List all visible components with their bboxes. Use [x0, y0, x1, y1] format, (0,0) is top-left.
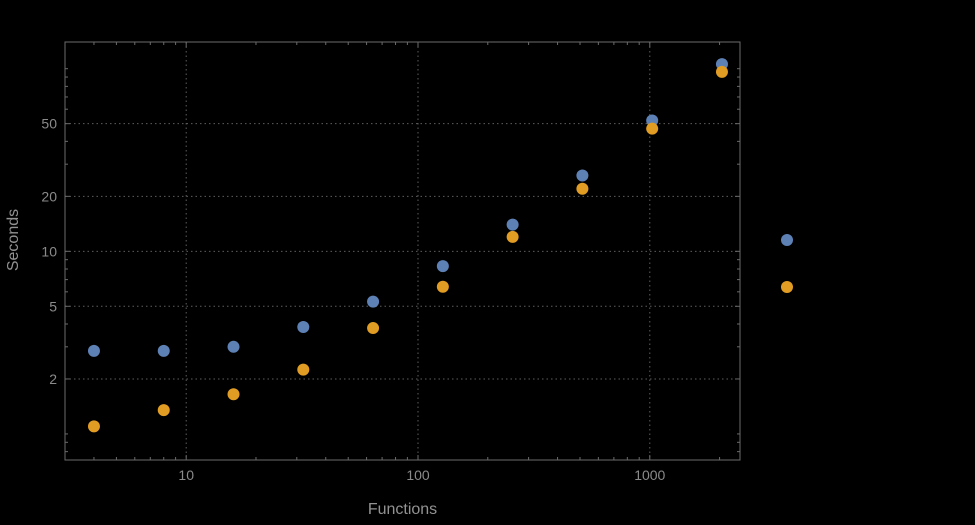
data-point: [297, 363, 310, 376]
y-tick-label: 10: [41, 243, 57, 259]
x-tick-label: 1000: [634, 467, 665, 483]
y-axis-label: Seconds: [5, 208, 22, 272]
x-axis-label: Functions: [367, 501, 438, 518]
data-point: [436, 260, 449, 273]
y-tick-label: 5: [49, 298, 57, 314]
data-point: [576, 182, 589, 195]
data-point: [506, 230, 519, 243]
legend-marker: [781, 281, 793, 293]
data-point: [367, 295, 380, 308]
data-point: [227, 340, 240, 353]
y-tick-label: 20: [41, 188, 57, 204]
data-point: [227, 388, 240, 401]
data-point: [646, 122, 659, 135]
y-tick-label: 50: [41, 116, 57, 132]
legend-marker: [781, 234, 793, 246]
data-point: [367, 322, 380, 335]
data-point: [436, 280, 449, 293]
data-point: [87, 344, 100, 357]
data-point: [157, 404, 170, 417]
data-point: [715, 65, 728, 78]
x-tick-label: 10: [178, 467, 194, 483]
data-point: [87, 420, 100, 433]
y-tick-label: 2: [49, 371, 57, 387]
data-point: [576, 169, 589, 182]
data-point: [157, 344, 170, 357]
data-point: [506, 218, 519, 231]
x-tick-label: 100: [406, 467, 430, 483]
data-point: [297, 321, 310, 334]
